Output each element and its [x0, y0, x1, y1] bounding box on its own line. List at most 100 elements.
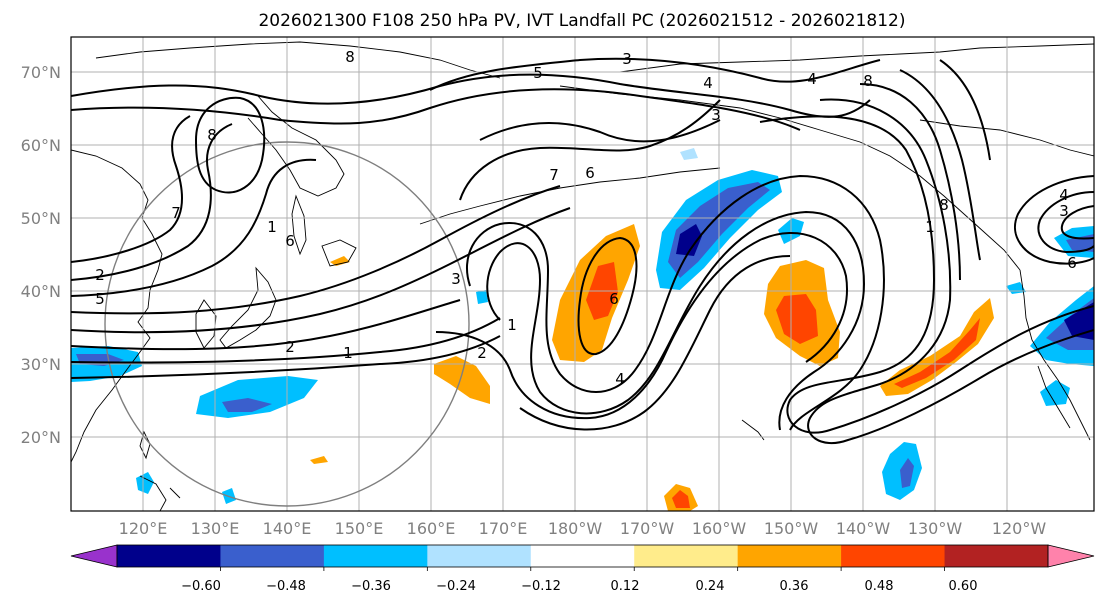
pv-contour-east-4 [899, 69, 981, 261]
contour-label: 4 [807, 70, 817, 88]
colorbar-swatch [323, 545, 428, 567]
graticule [71, 37, 1094, 511]
shading-positive-california-core [894, 318, 980, 388]
lon-label: 180°W [548, 519, 603, 538]
colorbar-swatch [117, 545, 221, 567]
contour-label: 2 [477, 344, 487, 362]
contour-label: 6 [585, 164, 595, 182]
shading-positive-tiny-2 [330, 256, 350, 266]
colorbar-extend-low [70, 544, 118, 568]
shading-positive-tiny-1 [310, 456, 328, 464]
lon-label: 160°E [407, 519, 456, 538]
map-content: 3 5 4 4 8 8 3 7 6 8 1 6 7 2 5 3 1 2 1 2 [71, 37, 1094, 511]
colorbar-swatch [530, 545, 635, 567]
contour-label: 8 [345, 48, 355, 66]
contour-label: 4 [703, 74, 713, 92]
lon-label: 120°E [119, 519, 168, 538]
lat-label: 40°N [21, 282, 61, 301]
coast-us-west [1019, 269, 1091, 441]
contour-label: 6 [609, 290, 619, 308]
contour-label: 1 [925, 218, 935, 236]
pv-contour-jet-1 [71, 185, 561, 315]
coast-asia [71, 149, 163, 463]
colorbar-swatch [944, 545, 1049, 567]
coast-california-gulf [1037, 365, 1071, 429]
pv-contour-east-5 [939, 59, 991, 161]
colorbar-outline [116, 544, 1049, 568]
lon-label: 170°E [479, 519, 528, 538]
pv-contour-5 [71, 73, 871, 118]
lon-label: 140°W [836, 519, 891, 538]
pv-contour-3-north [429, 57, 881, 91]
pv-contour-ridge-1 [465, 174, 885, 431]
pv-contour-jet-2 [71, 207, 571, 334]
colorbar-tick-label: −0.60 [181, 579, 221, 594]
pv-contour-trough-west-3 [71, 158, 317, 297]
coast-philippines [139, 475, 181, 511]
contour-label: 4 [615, 370, 625, 388]
colorbar-extend-high [1047, 544, 1095, 568]
pv-contour-4a [71, 88, 801, 131]
pv-contour-ridge-4 [519, 255, 791, 431]
pv-contour-east-3 [859, 83, 961, 281]
figure-title: 2026021300 F108 250 hPa PV, IVT Landfall… [258, 11, 905, 31]
colorbar-swatches [70, 544, 1095, 571]
colorbar: −0.60 −0.48 −0.36 −0.24 −0.12 0.12 0.24 … [70, 544, 1095, 594]
contour-label: 4 [1059, 186, 1069, 204]
pv-contour-pacnw-loop-3 [1060, 205, 1094, 240]
colorbar-tick-label: 0.24 [696, 579, 725, 594]
pv-contour-east-1 [759, 115, 1094, 434]
contour-label: 5 [95, 290, 105, 308]
coast-taiwan [139, 430, 151, 460]
shading-negative-south-japan-core [222, 398, 272, 412]
coast-japan [219, 266, 277, 349]
contour-label: 7 [171, 204, 181, 222]
shading-negative-east-pacific-core [900, 458, 914, 488]
contour-label: 8 [863, 72, 873, 90]
lat-label: 30°N [21, 355, 61, 374]
shading-positive-central-pacific-core [776, 294, 818, 344]
shading-negative-small-2 [476, 290, 488, 304]
pv-contour-east-2 [807, 98, 1094, 445]
shading-positive-california [880, 298, 994, 396]
colorbar-swatch [841, 545, 946, 567]
coast-aleutians [419, 167, 721, 225]
pv-contour-central-bend [459, 99, 721, 201]
colorbar-tick-label: 0.48 [865, 579, 894, 594]
colorbar-tick-label: −0.24 [436, 579, 476, 594]
coast-sakhalin [291, 194, 307, 256]
pv-contour-8-loop [194, 96, 266, 194]
contour-labels: 3 5 4 4 8 8 3 7 6 8 1 6 7 2 5 3 1 2 1 2 [95, 48, 1077, 388]
colorbar-tick-label: −0.12 [521, 579, 561, 594]
contour-label: 8 [207, 126, 217, 144]
coast-siberia [95, 41, 501, 79]
coast-alaska-north [619, 43, 1094, 73]
coastline-layer [71, 41, 1094, 511]
reference-radius-circle [104, 141, 470, 507]
colorbar-swatch [427, 545, 532, 567]
pv-contour-pacnw-loop-2 [1037, 191, 1094, 254]
contour-label: 6 [285, 232, 295, 250]
pv-contour-pacnw-loop-1 [1014, 175, 1094, 265]
shading-negative-small-3 [680, 148, 698, 160]
coast-canada [919, 119, 1094, 157]
shading-negative-philippines [136, 472, 154, 494]
contour-label: 2 [285, 338, 295, 356]
contour-label: 2 [95, 266, 105, 284]
contour-label: 3 [622, 50, 632, 68]
shading-negative-baja [1040, 380, 1070, 406]
coast-alaska [559, 85, 1021, 271]
pv-contour-dateline-loop [577, 236, 638, 356]
colorbar-tick-label: 0.36 [780, 579, 809, 594]
pv-contour-ridge-2 [486, 210, 866, 431]
coast-kamchatka [247, 95, 345, 197]
contour-label: 6 [1067, 254, 1077, 272]
map-panel: 3 5 4 4 8 8 3 7 6 8 1 6 7 2 5 3 1 2 1 2 [70, 36, 1095, 512]
pv-contour-layer [71, 57, 1094, 445]
colorbar-ticks: −0.60 −0.48 −0.36 −0.24 −0.12 0.12 0.24 … [181, 579, 977, 594]
lat-label: 70°N [21, 63, 61, 82]
contour-label: 1 [507, 316, 517, 334]
pv-contour-jet-3 [71, 299, 461, 351]
lon-label: 150°E [335, 519, 384, 538]
